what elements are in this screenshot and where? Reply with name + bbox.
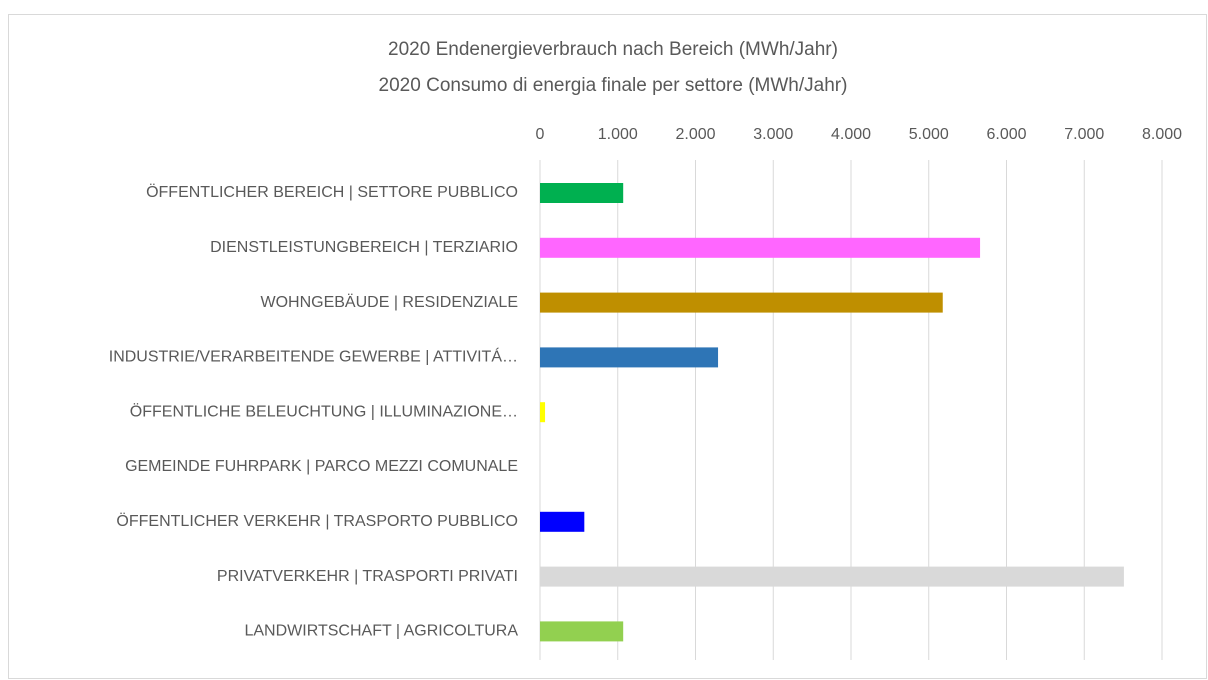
x-tick-label: 1.000	[598, 126, 638, 143]
bar	[540, 347, 719, 368]
bar	[540, 511, 585, 532]
bar	[540, 237, 981, 258]
y-tick-label: WOHNGEBÄUDE | RESIDENZIALE	[260, 293, 518, 311]
x-tick-label: 2.000	[675, 126, 715, 143]
y-tick-label: LANDWIRTSCHAFT | AGRICOLTURA	[244, 623, 518, 640]
x-tick-label: 4.000	[831, 126, 871, 143]
x-tick-label: 3.000	[753, 126, 793, 143]
bar	[540, 292, 943, 313]
chart-title: 2020 Endenergieverbrauch nach Bereich (M…	[388, 39, 838, 60]
x-tick-label: 5.000	[909, 126, 949, 143]
y-tick-label: ÖFFENTLICHE BELEUCHTUNG | ILLUMINAZIONE…	[130, 402, 518, 420]
y-tick-label: DIENSTLEISTUNGBEREICH | TERZIARIO	[210, 239, 518, 256]
y-tick-label: GEMEINDE FUHRPARK | PARCO MEZZI COMUNALE	[125, 458, 518, 475]
y-tick-label: INDUSTRIE/VERARBEITENDE GEWERBE | ATTIVI…	[109, 347, 518, 366]
y-tick-label: ÖFFENTLICHER BEREICH | SETTORE PUBBLICO	[146, 183, 518, 201]
y-tick-label: PRIVATVERKEHR | TRASPORTI PRIVATI	[217, 568, 518, 585]
chart-subtitle: 2020 Consumo di energia finale per setto…	[379, 75, 848, 96]
bar	[540, 402, 546, 423]
bar	[540, 621, 624, 642]
y-tick-label: ÖFFENTLICHER VERKEHR | TRASPORTO PUBBLIC…	[116, 512, 518, 530]
x-tick-label: 7.000	[1064, 126, 1104, 143]
x-tick-label: 8.000	[1142, 126, 1182, 143]
bar	[540, 183, 624, 203]
x-tick-label: 0	[536, 126, 545, 143]
bar	[540, 566, 1124, 587]
x-tick-label: 6.000	[986, 126, 1026, 143]
